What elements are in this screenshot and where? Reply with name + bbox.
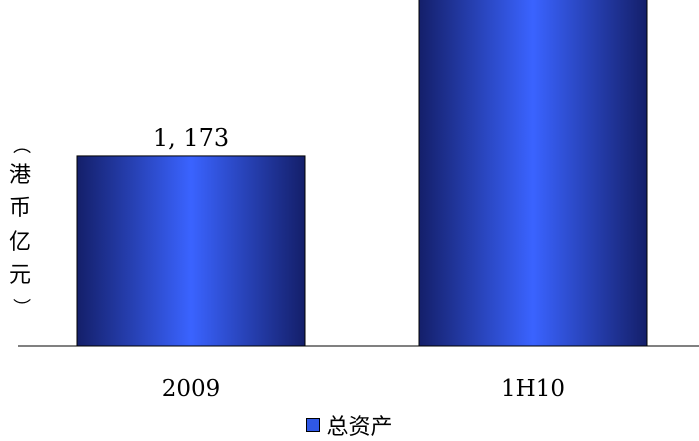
y-axis-label-char: 港: [8, 163, 31, 189]
y-axis-label-char: 元: [8, 262, 31, 288]
legend-swatch: [306, 418, 321, 432]
y-axis-label-char: 币: [8, 196, 31, 222]
value-labels-layer: 1, 1731, 186: [153, 124, 229, 152]
y-axis-label-open-paren: （: [10, 136, 31, 154]
y-axis-label-close-paren: ）: [10, 297, 31, 316]
x-tick-label-2009: 2009: [162, 376, 221, 402]
legend: 总资产: [0, 412, 699, 440]
value-label-2009: 1, 173: [153, 124, 229, 152]
y-axis-label-char: 亿: [8, 229, 31, 255]
y-axis-label: （ 港 币 亿 元 ）: [6, 136, 34, 316]
bar-2009: [76, 155, 306, 347]
bars-layer: [76, 0, 648, 347]
x-tick-labels-layer: 2009 1H10: [162, 376, 565, 402]
bar-1H10: [418, 0, 648, 347]
x-tick-label-1H10: 1H10: [501, 376, 565, 402]
legend-label: 总资产: [326, 415, 393, 440]
